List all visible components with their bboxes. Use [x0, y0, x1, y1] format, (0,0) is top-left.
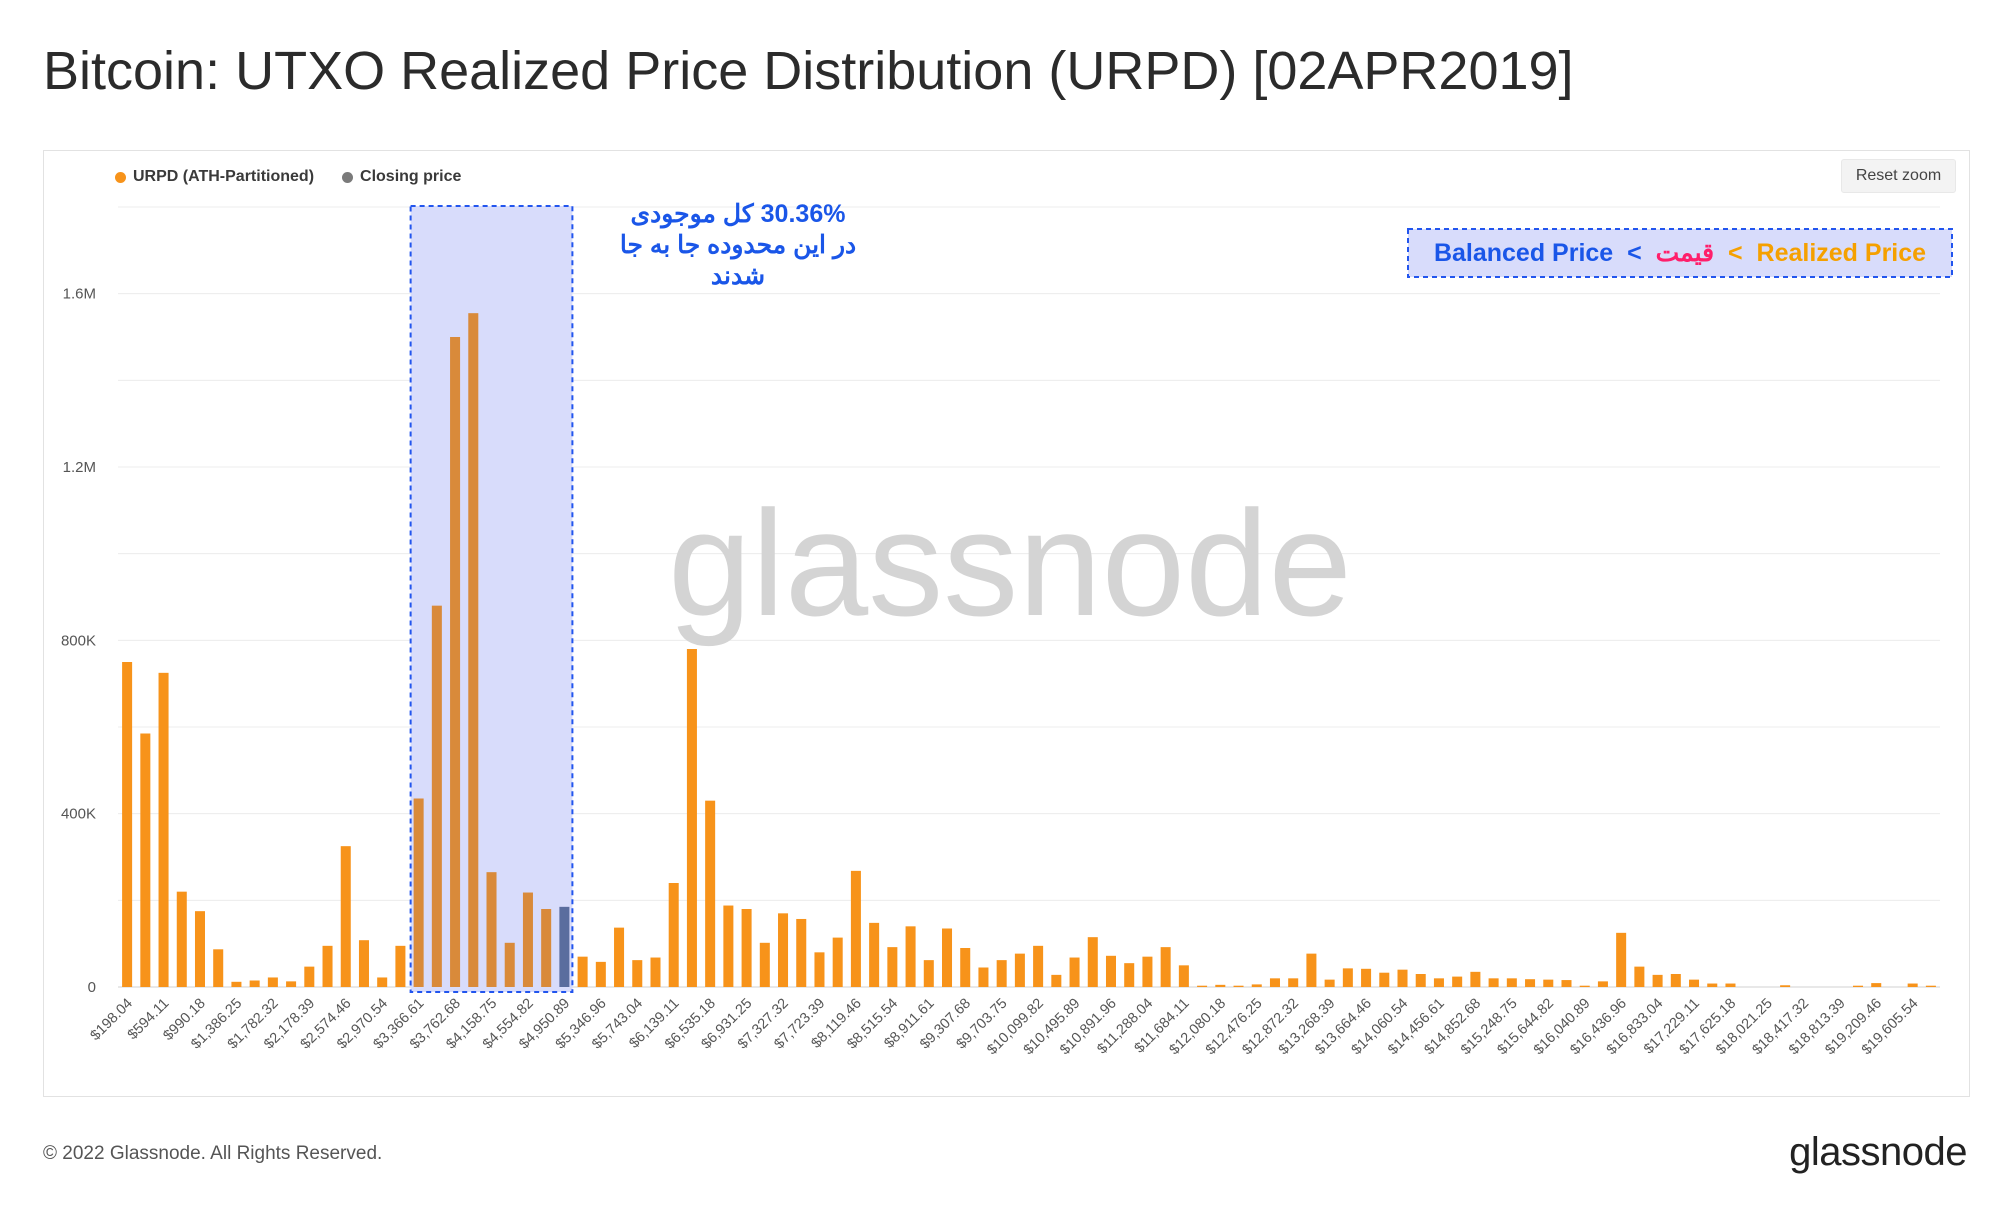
page-title: Bitcoin: UTXO Realized Price Distributio…	[43, 41, 1574, 101]
reset-zoom-button[interactable]: Reset zoom	[1841, 159, 1956, 193]
chart-panel	[43, 150, 1970, 1097]
legend-closing-price-label: Closing price	[360, 168, 462, 185]
legend-closing-price-marker	[342, 171, 354, 183]
glassnode-logo: glassnode	[1789, 1130, 1967, 1174]
chart-legend: URPD (ATH-Partitioned) Closing price	[115, 168, 461, 186]
legend-item-urpd[interactable]: URPD (ATH-Partitioned)	[115, 168, 314, 186]
legend-item-closing-price[interactable]: Closing price	[342, 168, 461, 186]
copyright-text: © 2022 Glassnode. All Rights Reserved.	[43, 1143, 383, 1164]
legend-urpd-label: URPD (ATH-Partitioned)	[133, 168, 315, 185]
legend-urpd-marker	[115, 171, 126, 183]
